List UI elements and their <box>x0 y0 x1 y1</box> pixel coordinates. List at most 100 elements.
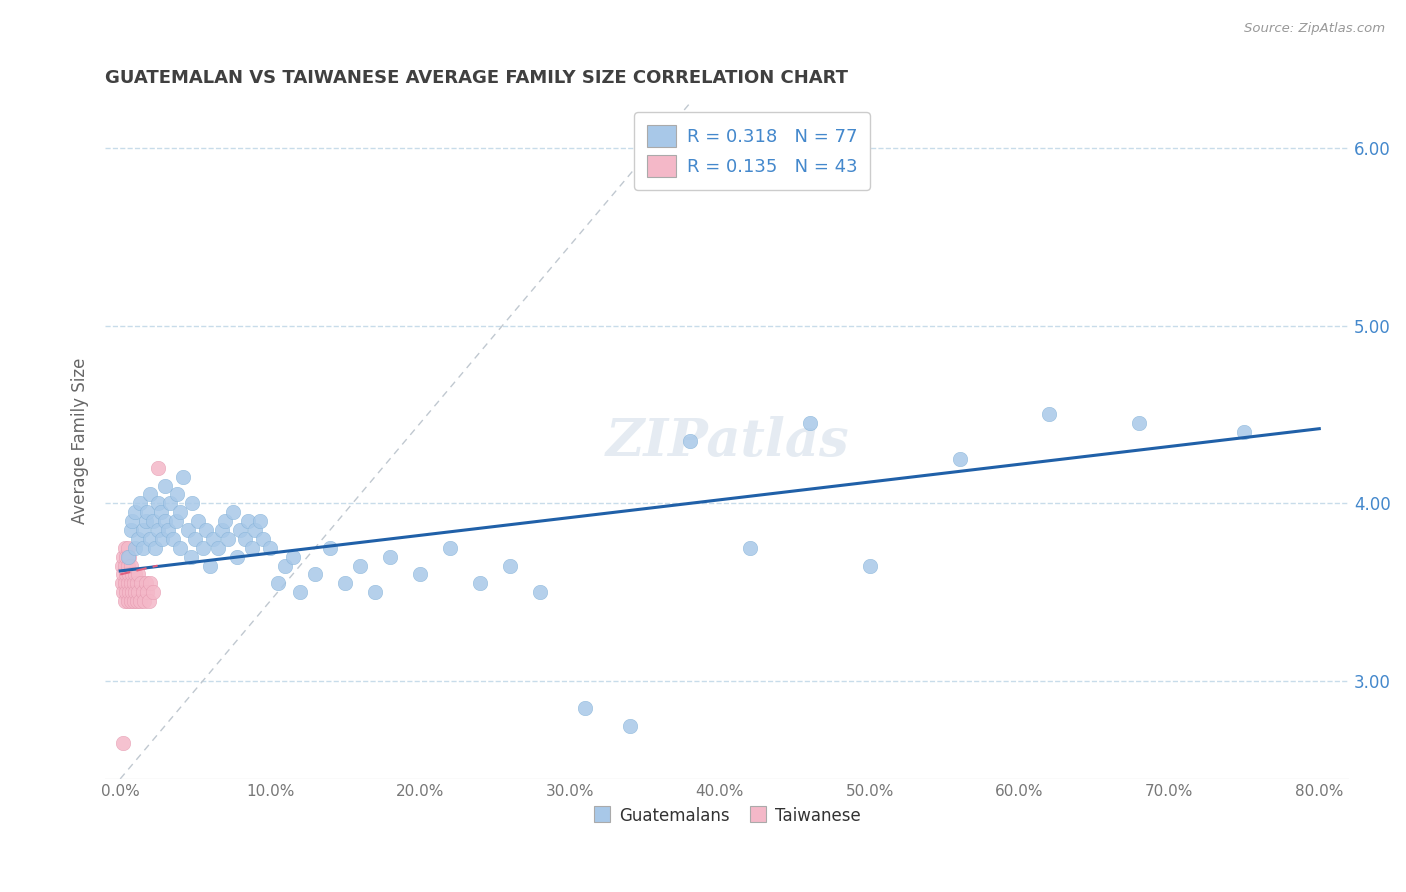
Point <box>111 558 134 573</box>
Point <box>139 576 162 591</box>
Point <box>136 585 159 599</box>
Point <box>619 718 641 732</box>
Point <box>157 523 180 537</box>
Point <box>153 514 176 528</box>
Point <box>142 585 165 599</box>
Point <box>233 532 256 546</box>
Point <box>112 736 135 750</box>
Y-axis label: Average Family Size: Average Family Size <box>72 358 89 524</box>
Point <box>143 541 166 555</box>
Point <box>120 594 142 608</box>
Point <box>259 541 281 555</box>
Point <box>211 523 233 537</box>
Point <box>134 594 156 608</box>
Point <box>198 558 221 573</box>
Point <box>128 496 150 510</box>
Point <box>121 567 143 582</box>
Point <box>333 576 356 591</box>
Point <box>146 460 169 475</box>
Point <box>146 496 169 510</box>
Point <box>115 567 138 582</box>
Point <box>217 532 239 546</box>
Point <box>166 487 188 501</box>
Point <box>207 541 229 555</box>
Point <box>165 514 187 528</box>
Point <box>136 505 159 519</box>
Point <box>236 514 259 528</box>
Point <box>274 558 297 573</box>
Point <box>125 576 148 591</box>
Point <box>249 514 271 528</box>
Point <box>378 549 401 564</box>
Point <box>169 541 191 555</box>
Point <box>114 594 136 608</box>
Point <box>169 505 191 519</box>
Point <box>131 523 153 537</box>
Text: ZIPatlas: ZIPatlas <box>606 416 849 467</box>
Point <box>288 585 311 599</box>
Point <box>1233 425 1256 440</box>
Point <box>115 549 138 564</box>
Legend: Guatemalans, Taiwanese: Guatemalans, Taiwanese <box>588 800 868 831</box>
Point <box>122 576 145 591</box>
Point <box>1128 417 1150 431</box>
Point <box>112 585 135 599</box>
Point <box>124 567 146 582</box>
Point <box>948 451 970 466</box>
Text: Source: ZipAtlas.com: Source: ZipAtlas.com <box>1244 22 1385 36</box>
Point <box>439 541 461 555</box>
Point <box>221 505 243 519</box>
Point <box>172 469 194 483</box>
Point <box>120 558 142 573</box>
Point <box>214 514 236 528</box>
Point <box>304 567 326 582</box>
Point <box>153 478 176 492</box>
Point <box>187 514 209 528</box>
Point <box>202 532 225 546</box>
Point <box>115 585 138 599</box>
Point <box>191 541 214 555</box>
Point <box>131 541 153 555</box>
Point <box>266 576 288 591</box>
Point <box>111 576 134 591</box>
Point <box>529 585 551 599</box>
Point <box>181 496 204 510</box>
Point <box>112 549 135 564</box>
Point <box>409 567 432 582</box>
Point <box>176 523 198 537</box>
Point <box>146 523 169 537</box>
Point <box>124 505 146 519</box>
Point <box>229 523 252 537</box>
Point <box>281 549 304 564</box>
Point <box>138 594 160 608</box>
Point <box>112 567 135 582</box>
Point <box>128 594 150 608</box>
Point <box>118 585 141 599</box>
Point <box>135 576 157 591</box>
Point <box>139 532 162 546</box>
Text: GUATEMALAN VS TAIWANESE AVERAGE FAMILY SIZE CORRELATION CHART: GUATEMALAN VS TAIWANESE AVERAGE FAMILY S… <box>105 69 848 87</box>
Point <box>738 541 761 555</box>
Point <box>120 576 142 591</box>
Point <box>124 541 146 555</box>
Point <box>124 585 146 599</box>
Point <box>117 549 139 564</box>
Point <box>117 541 139 555</box>
Point <box>117 558 139 573</box>
Point <box>127 567 149 582</box>
Point <box>125 594 148 608</box>
Point <box>131 585 153 599</box>
Point <box>162 532 184 546</box>
Point <box>859 558 882 573</box>
Point <box>1038 408 1060 422</box>
Point <box>129 576 152 591</box>
Point <box>114 558 136 573</box>
Point <box>240 541 263 555</box>
Point <box>226 549 249 564</box>
Point <box>114 576 136 591</box>
Point <box>194 523 217 537</box>
Point <box>114 541 136 555</box>
Point <box>122 594 145 608</box>
Point <box>120 523 142 537</box>
Point <box>468 576 491 591</box>
